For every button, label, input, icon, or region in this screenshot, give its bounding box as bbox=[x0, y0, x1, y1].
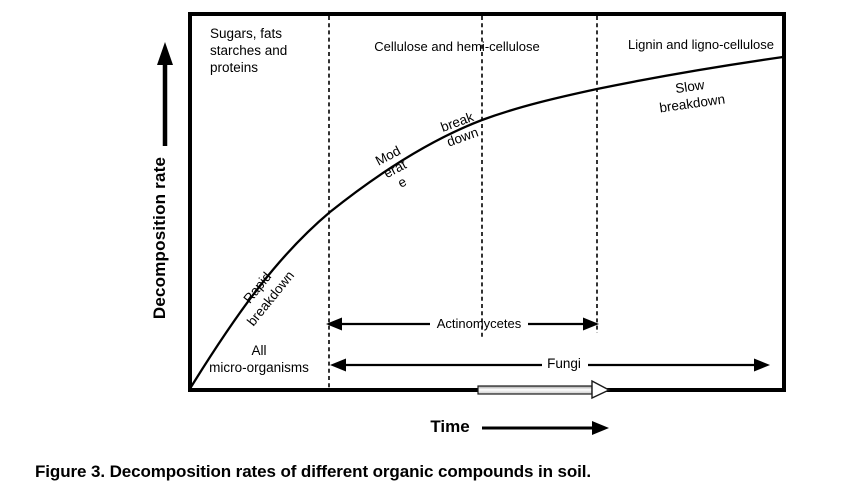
annotation-fungi: Fungi bbox=[547, 356, 581, 371]
region-label-lignin: Lignin and ligno-cellulose bbox=[628, 37, 774, 52]
x-axis-label: Time bbox=[430, 417, 470, 436]
right-arrowhead-icon bbox=[592, 421, 609, 435]
highlight-arrow bbox=[477, 379, 611, 400]
left-arrowhead-icon bbox=[330, 358, 346, 372]
region-label-cellulose: Cellulose and hemi-cellulose bbox=[374, 39, 540, 54]
right-arrowhead-icon bbox=[754, 358, 770, 372]
right-arrowhead-icon bbox=[583, 317, 599, 331]
open-arrowhead-icon bbox=[591, 379, 611, 400]
fungi-arrow bbox=[330, 358, 770, 372]
region-dividers bbox=[328, 16, 598, 388]
left-arrowhead-icon bbox=[326, 317, 342, 331]
y-axis-label: Decomposition rate bbox=[150, 156, 169, 320]
figure-caption: Figure 3. Decomposition rates of differe… bbox=[35, 462, 592, 481]
annotation-actinomycetes: Actinomycetes bbox=[436, 316, 522, 331]
actinomycetes-arrow bbox=[326, 317, 599, 331]
time-arrow bbox=[482, 421, 609, 435]
up-arrowhead-icon bbox=[157, 42, 173, 65]
decomposition-curve bbox=[190, 55, 784, 388]
annotation-all-micro-organisms: All micro-organisms bbox=[209, 343, 309, 375]
y-axis-arrow bbox=[157, 42, 173, 146]
region-label-sugars: Sugars, fats starches and proteins bbox=[210, 26, 288, 75]
